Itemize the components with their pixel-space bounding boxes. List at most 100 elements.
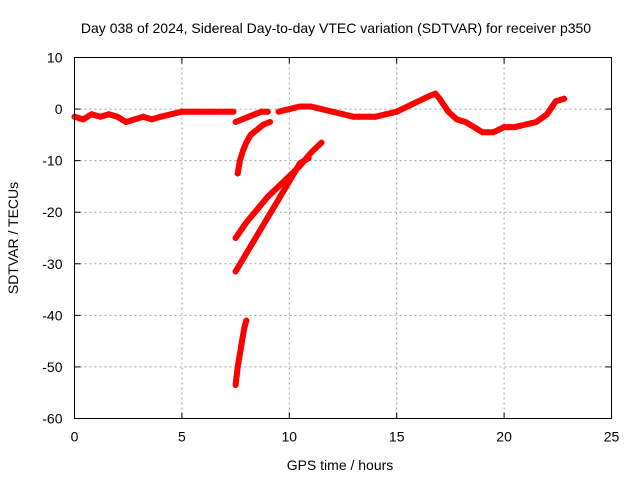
data-point-marker [211, 108, 218, 115]
data-point-marker [305, 155, 312, 162]
data-point-marker [466, 121, 473, 128]
data-point-marker [238, 152, 245, 159]
data-point-marker [243, 139, 250, 146]
data-point-marker [533, 118, 540, 125]
data-point-marker [286, 106, 293, 113]
data-point-marker [264, 193, 271, 200]
data-point-marker [271, 203, 278, 210]
data-point-marker [356, 113, 363, 120]
data-point-marker [273, 199, 280, 206]
data-point-marker [425, 93, 432, 100]
data-point-marker [140, 113, 147, 120]
data-point-marker [236, 157, 243, 164]
data-point-marker [256, 228, 263, 235]
data-point-marker [153, 115, 160, 122]
data-point-marker [436, 95, 443, 102]
data-point-marker [361, 113, 368, 120]
data-point-marker [517, 122, 524, 129]
data-point-marker [127, 117, 134, 124]
data-point-marker [260, 121, 267, 128]
series-arc-c [232, 139, 325, 241]
data-point-marker [236, 351, 243, 358]
data-point-marker [240, 147, 247, 154]
data-point-marker [527, 120, 534, 127]
data-point-marker [484, 129, 491, 136]
axis-ticks: 0 5 10 15 20 25 10 0 -10 -20 -30 -40 -50 -60 [42, 50, 619, 445]
data-point-marker [544, 111, 551, 118]
data-point-marker [462, 118, 469, 125]
chart-title: Day 038 of 2024, Sidereal Day-to-day VTE… [81, 20, 591, 36]
data-point-marker [290, 171, 297, 178]
data-point-marker [131, 116, 138, 123]
data-point-marker [232, 235, 239, 241]
data-point-marker [195, 108, 202, 115]
data-point-marker [240, 223, 247, 230]
y-tick-label: -50 [42, 359, 62, 375]
data-point-marker [291, 104, 298, 111]
data-point-marker [297, 160, 304, 167]
data-point-marker [236, 161, 243, 168]
data-point-marker [148, 116, 155, 123]
data-point-marker [345, 112, 352, 119]
data-point-marker [254, 232, 261, 239]
data-point-marker [350, 113, 357, 120]
data-point-marker [135, 115, 142, 122]
data-point-marker [475, 126, 482, 133]
y-tick-label: -20 [42, 204, 62, 220]
x-tick-label: 25 [604, 429, 620, 445]
data-point-marker [162, 112, 169, 119]
data-point-marker [301, 157, 308, 164]
data-point-marker [254, 126, 261, 133]
data-point-marker [243, 317, 250, 324]
x-tick-label: 5 [178, 429, 186, 445]
data-point-marker [258, 225, 265, 232]
data-point-marker [236, 355, 243, 362]
data-point-marker [506, 124, 513, 131]
x-axis-label: GPS time / hours [287, 457, 394, 473]
data-point-marker [101, 112, 108, 119]
data-point-marker [382, 111, 389, 118]
data-point-marker [247, 243, 254, 250]
data-point-marker [546, 106, 553, 113]
data-point-marker [294, 163, 301, 170]
data-point-marker [323, 107, 330, 114]
data-point-marker [458, 117, 465, 124]
data-point-marker [442, 104, 449, 111]
data-point-marker [242, 321, 249, 328]
grid-lines [74, 57, 612, 419]
data-point-marker [205, 108, 212, 115]
y-tick-label: -10 [42, 153, 62, 169]
data-point-marker [556, 97, 563, 104]
data-point-marker [251, 111, 258, 118]
data-point-marker [123, 118, 130, 125]
data-point-marker [449, 112, 456, 119]
data-point-marker [549, 102, 556, 109]
data-point-marker [318, 106, 325, 113]
data-point-marker [259, 200, 266, 207]
data-point-marker [282, 185, 289, 192]
y-tick-label: -40 [42, 307, 62, 323]
data-point-marker [239, 338, 246, 345]
series-arc-e [232, 317, 250, 388]
y-tick-label: -60 [42, 411, 62, 427]
data-point-marker [415, 98, 422, 105]
data-point-marker [266, 118, 273, 125]
data-point-marker [241, 325, 248, 332]
data-point-marker [286, 178, 293, 185]
data-point-marker [118, 116, 125, 123]
data-point-marker [84, 113, 91, 120]
data-point-marker [307, 149, 314, 156]
data-point-marker [216, 108, 223, 115]
series-baseline [71, 108, 237, 125]
data-point-marker [540, 113, 547, 120]
data-point-marker [495, 126, 502, 133]
data-point-marker [302, 103, 309, 110]
data-point-marker [275, 108, 282, 115]
data-point-marker [372, 113, 379, 120]
data-point-marker [280, 107, 287, 114]
data-point-marker [232, 118, 239, 125]
data-point-marker [399, 106, 406, 113]
data-point-marker [269, 207, 276, 214]
data-point-marker [230, 108, 237, 115]
data-point-marker [239, 116, 246, 123]
